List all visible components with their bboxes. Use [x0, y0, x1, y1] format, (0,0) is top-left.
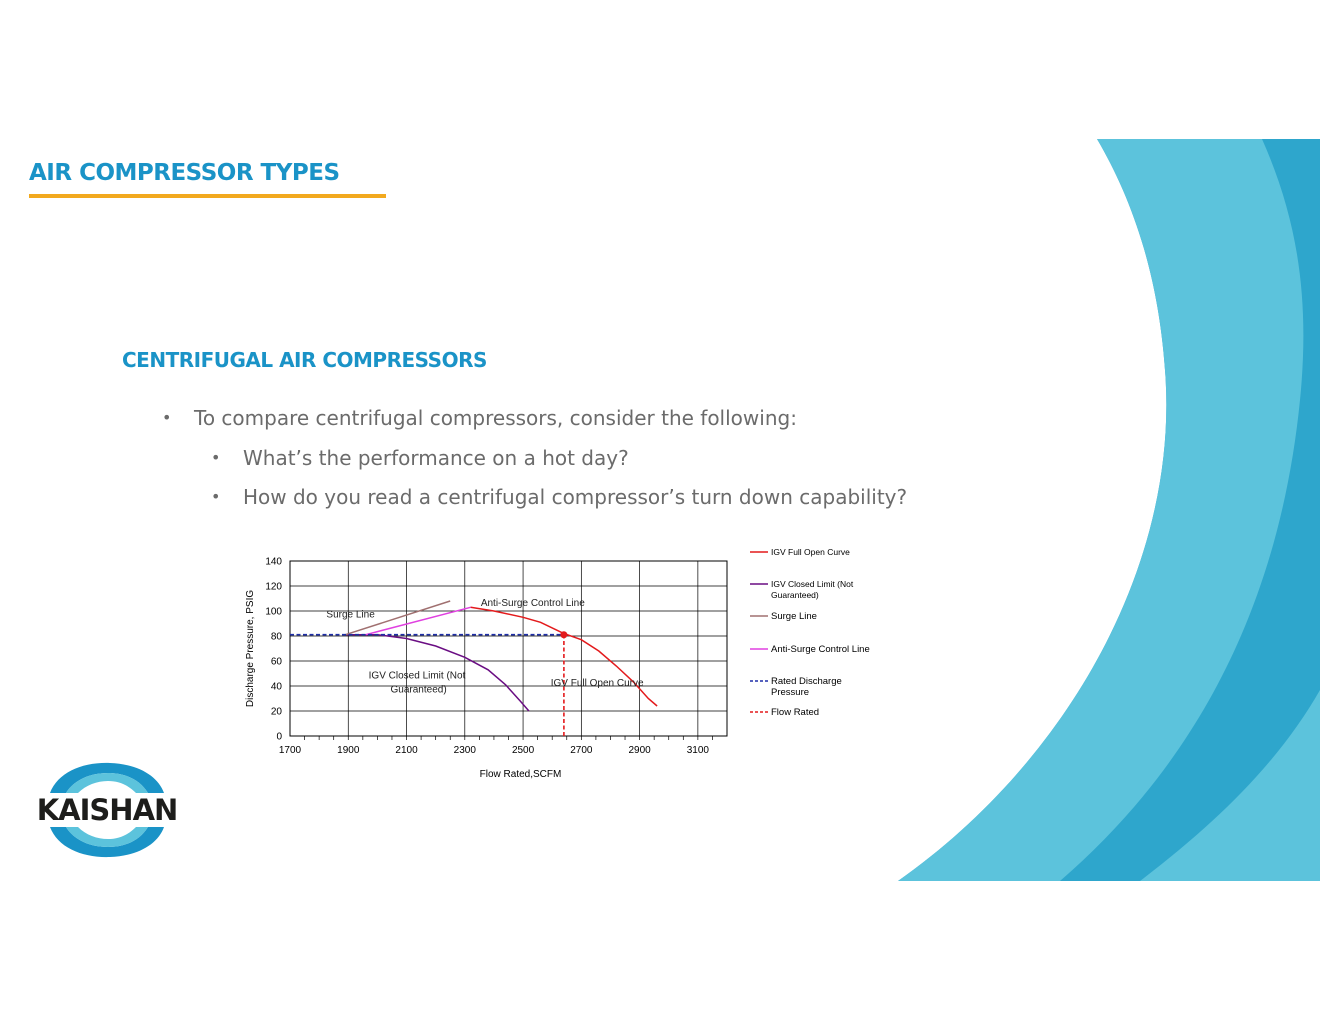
chart-grid	[289, 560, 728, 737]
legend-label: Surge Line	[771, 611, 817, 622]
x-tick-label: 2700	[570, 745, 593, 756]
logo-ring-bottom	[50, 827, 164, 858]
y-tick-label: 0	[276, 732, 282, 743]
legend-label: IGV Full Open Curve	[771, 547, 850, 557]
series-line	[470, 606, 658, 707]
logo-ring-bottom-inner	[66, 827, 148, 847]
x-tick-label: 3100	[687, 745, 710, 756]
slide-title: AIR COMPRESSOR TYPES	[29, 160, 340, 186]
y-tick-label: 20	[271, 707, 283, 718]
x-tick-label: 2900	[628, 745, 651, 756]
bullet-dot: •	[211, 448, 221, 467]
x-axis-label: Flow Rated,SCFM	[480, 769, 562, 780]
wave-light-1	[898, 139, 1304, 881]
legend-label: Rated Discharge	[771, 676, 842, 687]
wave-light-2	[1140, 690, 1320, 881]
chart-series	[290, 600, 658, 736]
chart-annotation: Anti-Surge Control Line	[481, 598, 585, 609]
bullet-dot: •	[162, 408, 172, 427]
legend-label: IGV Closed Limit (Not	[771, 579, 854, 589]
y-tick-label: 60	[271, 657, 283, 668]
x-tick-label: 2300	[454, 745, 477, 756]
x-tick-label: 1900	[337, 745, 360, 756]
x-tick-label: 2500	[512, 745, 535, 756]
series-line	[345, 633, 530, 712]
logo-ring-top-inner	[66, 773, 148, 793]
legend-label: Guaranteed)	[771, 590, 819, 600]
chart-annotations: Surge Line Anti-Surge Control Line IGV Clo…	[326, 598, 644, 695]
bullet-text: To compare centrifugal compressors, cons…	[194, 406, 797, 430]
logo-ring-top	[50, 762, 164, 793]
legend-label: Anti-Surge Control Line	[771, 644, 870, 655]
chart-legend: IGV Full Open Curve IGV Closed Limit (Not…	[750, 547, 870, 718]
chart-annotation: Surge Line	[326, 609, 375, 620]
y-axis-label: Discharge Pressure, PSIG	[245, 590, 256, 707]
x-tick-label: 1700	[279, 745, 302, 756]
chart-axes: 0 20 40 60 80 100 120 140 1700 1900 2100 2300 2500 27…	[245, 557, 713, 780]
performance-chart: 0 20 40 60 80 100 120 140 1700 1900 2100 2300 2500 27…	[245, 547, 870, 780]
chart-annotation: IGV Closed Limit (Not	[369, 671, 466, 682]
rated-point-marker	[560, 631, 568, 639]
chart-annotation: IGV Full Open Curve	[551, 678, 644, 689]
legend-label: Flow Rated	[771, 707, 819, 718]
section-heading: CENTRIFUGAL AIR COMPRESSORS	[122, 348, 487, 372]
logo-wordmark: KAISHAN	[37, 793, 178, 827]
bullet-text: How do you read a centrifugal compressor…	[243, 485, 908, 509]
kaishan-logo: KAISHAN	[37, 762, 178, 858]
bullet-dot: •	[211, 487, 221, 506]
legend-label: Pressure	[771, 687, 809, 698]
plot-area	[289, 560, 728, 737]
series-line	[365, 606, 471, 636]
chart-annotation: Guaranteed)	[391, 684, 447, 695]
bullet-text: What’s the performance on a hot day?	[243, 446, 629, 470]
y-tick-label: 100	[265, 607, 282, 618]
x-tick-label: 2100	[395, 745, 418, 756]
y-tick-label: 80	[271, 632, 283, 643]
title-underline	[29, 194, 386, 198]
series-line	[345, 600, 451, 636]
y-tick-label: 140	[265, 557, 282, 568]
y-tick-label: 40	[271, 682, 283, 693]
y-tick-label: 120	[265, 582, 282, 593]
